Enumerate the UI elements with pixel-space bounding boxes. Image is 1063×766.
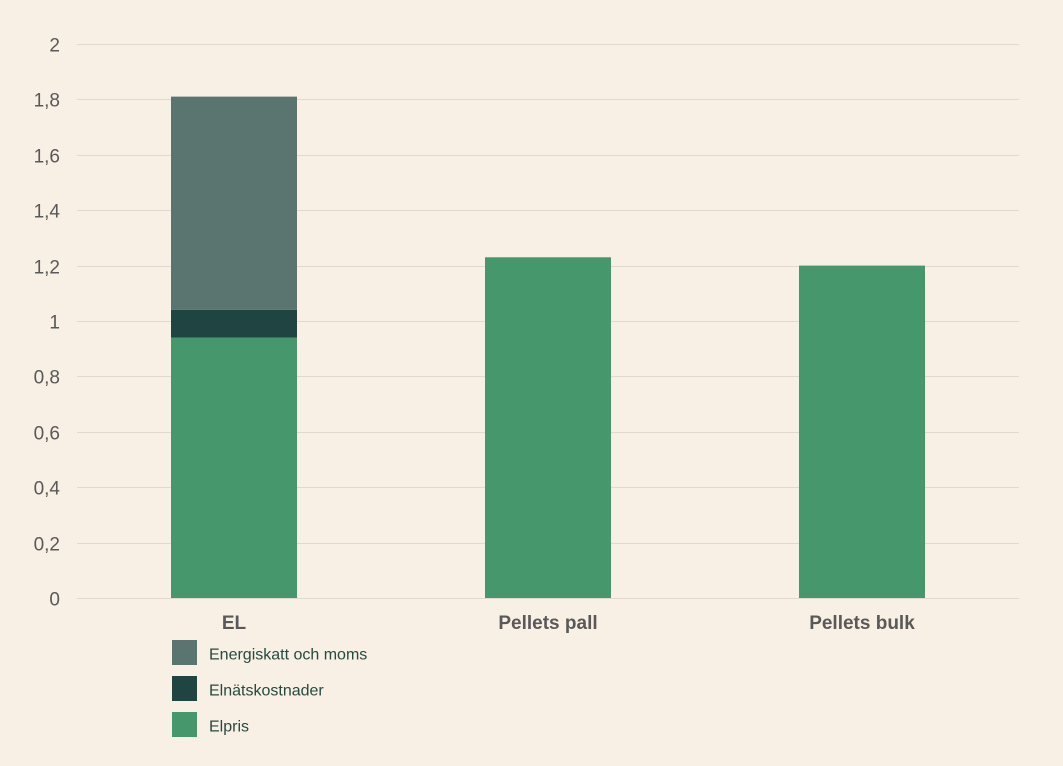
- y-tick-label: 0,8: [34, 368, 60, 389]
- bar-el-elnätskostnader: [171, 309, 297, 338]
- y-axis-tick-labels: 0 0,2 0,4 0,6 0,8 1 1,2 1,4 1,6 1,8 2: [34, 36, 61, 611]
- y-tick-label: 1,4: [34, 202, 61, 223]
- y-tick-label: 1: [49, 313, 60, 334]
- legend-label: Elnätskostnader: [209, 683, 324, 700]
- x-category-label: EL: [222, 613, 247, 634]
- legend-swatch: [172, 676, 197, 701]
- y-tick-label: 0,4: [34, 479, 61, 500]
- legend-swatch: [172, 712, 197, 737]
- legend: Energiskatt och moms Elnätskostnader Elpri…: [172, 640, 367, 737]
- y-tick-label: 1,6: [34, 147, 60, 168]
- y-tick-label: 0,2: [34, 535, 60, 556]
- x-axis-category-labels: EL Pellets pall Pellets bulk: [222, 613, 915, 634]
- bars: [171, 96, 925, 598]
- legend-label: Elpris: [209, 719, 249, 736]
- bar-pellets-bulk-elpris: [799, 265, 925, 598]
- legend-swatch: [172, 640, 197, 665]
- legend-label: Energiskatt och moms: [209, 647, 367, 664]
- x-category-label: Pellets pall: [498, 613, 597, 634]
- y-tick-label: 1,2: [34, 258, 60, 279]
- bar-pellets-pall-elpris: [485, 257, 611, 598]
- bar-el-energiskatt-och-moms: [171, 96, 297, 310]
- y-tick-label: 0,6: [34, 424, 60, 445]
- y-tick-label: 0: [49, 590, 60, 611]
- legend-item: Elpris: [172, 712, 249, 737]
- legend-item: Energiskatt och moms: [172, 640, 367, 665]
- legend-item: Elnätskostnader: [172, 676, 324, 701]
- bar-el-elpris: [171, 337, 297, 598]
- y-tick-label: 1,8: [34, 91, 60, 112]
- x-category-label: Pellets bulk: [809, 613, 915, 634]
- y-tick-label: 2: [49, 36, 60, 57]
